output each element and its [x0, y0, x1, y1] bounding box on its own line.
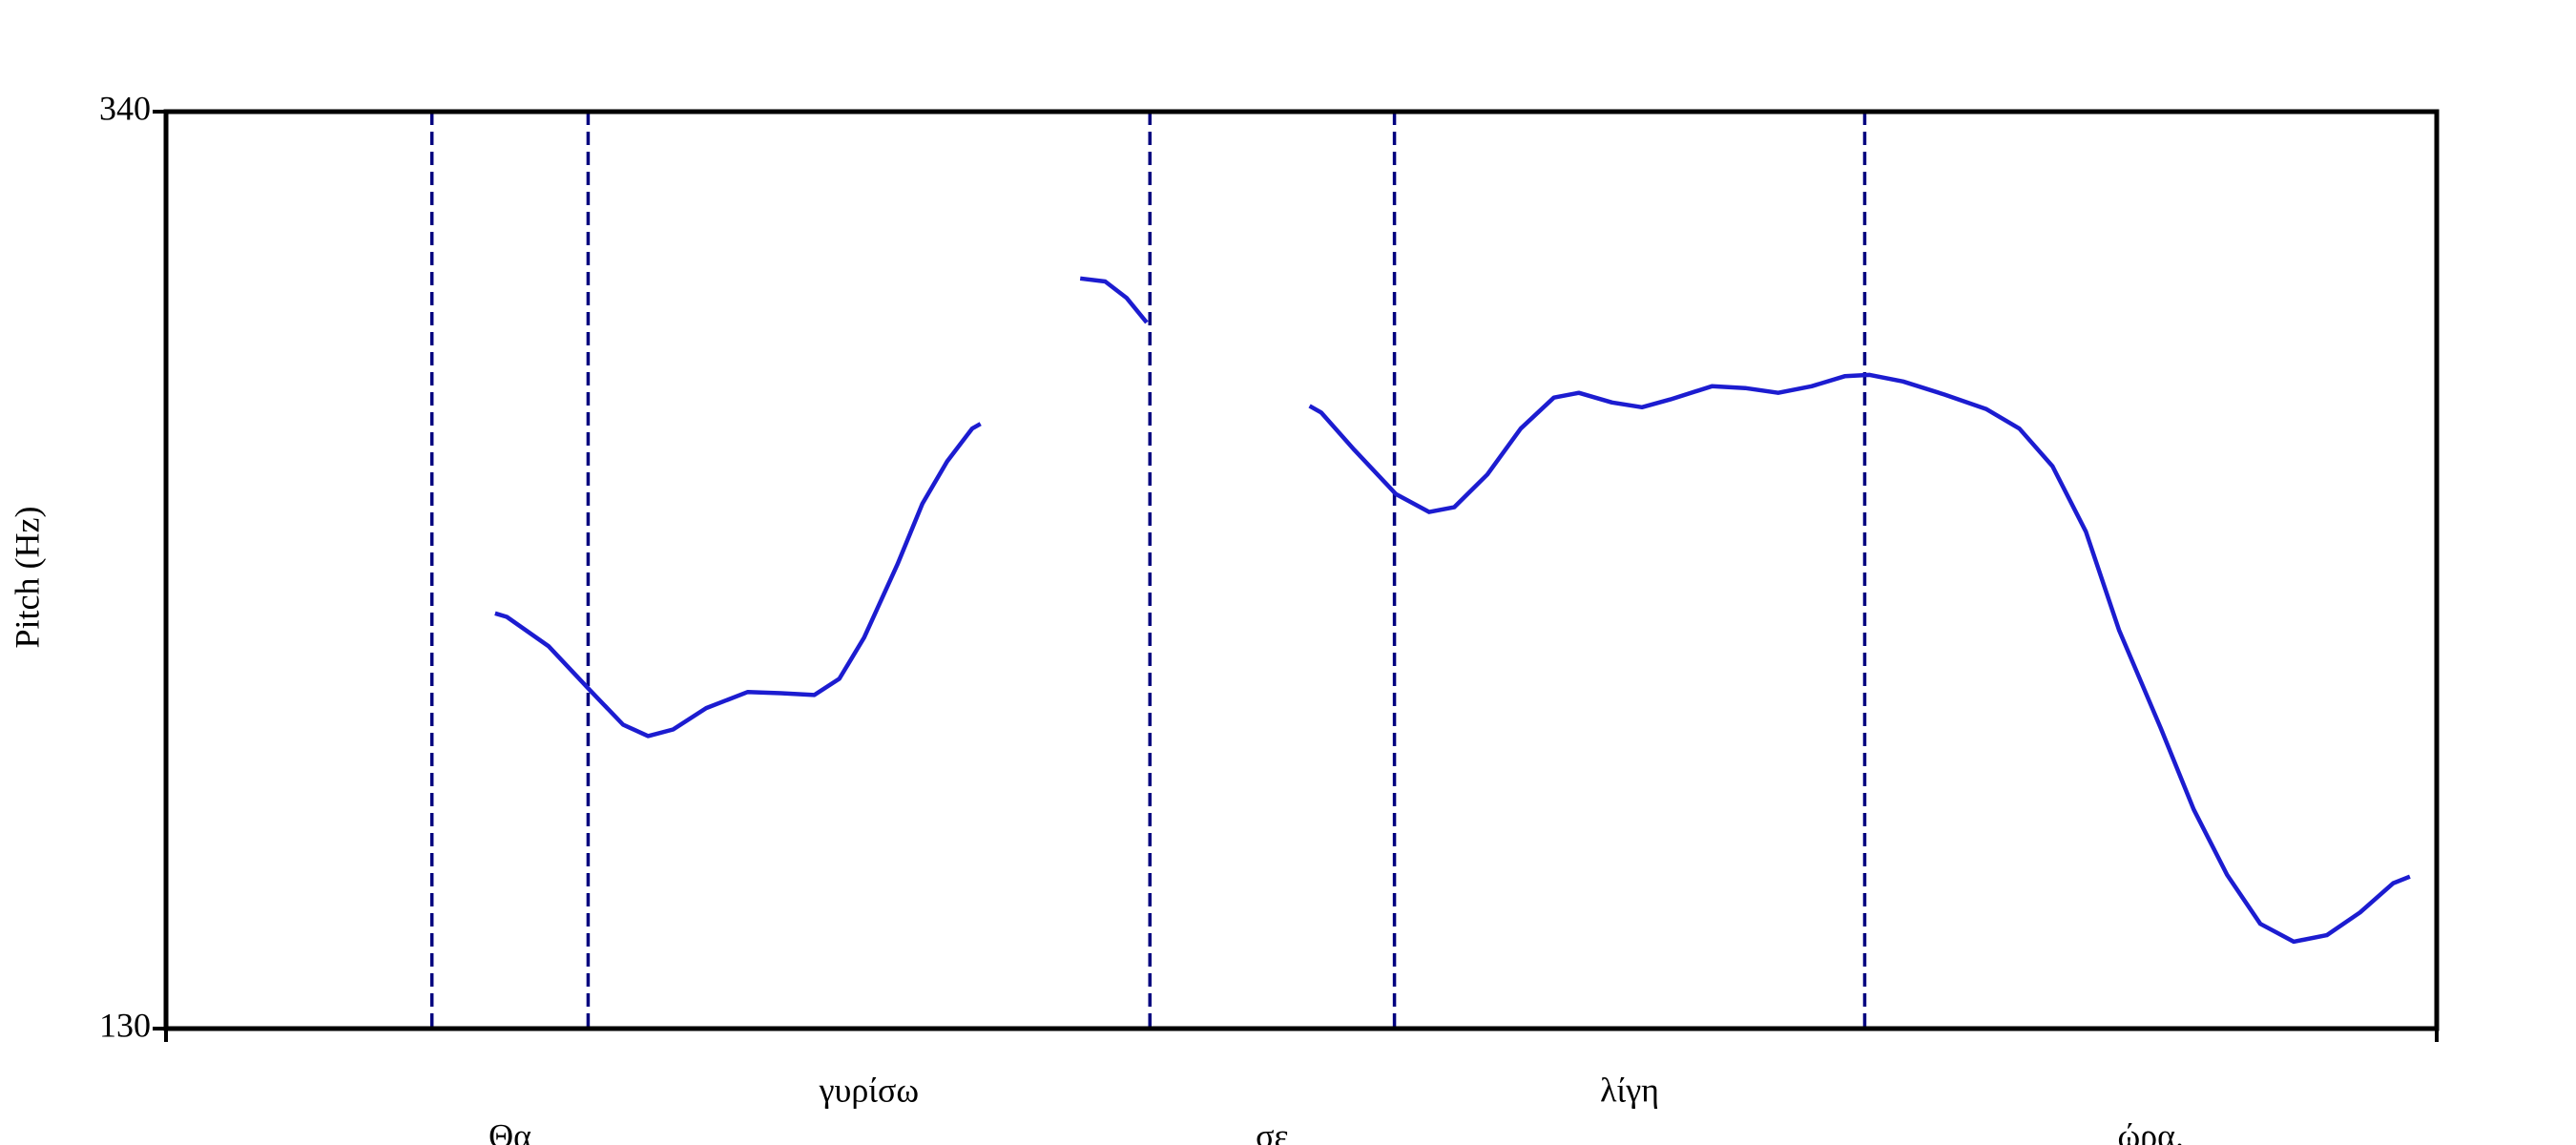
- word-label: Θα: [488, 1116, 531, 1145]
- y-axis-label: Pitch (Hz): [8, 507, 46, 649]
- y-tick-label: 130: [99, 1006, 151, 1044]
- word-label: λίγη: [1600, 1071, 1659, 1109]
- plot-frame: [163, 109, 2440, 1031]
- pitch-contour: [494, 276, 2411, 945]
- word-label: γυρίσω: [819, 1071, 919, 1109]
- word-label: σε: [1256, 1116, 1289, 1145]
- word-label: ώρα.: [2117, 1116, 2184, 1145]
- y-tick-label: 340: [99, 89, 151, 127]
